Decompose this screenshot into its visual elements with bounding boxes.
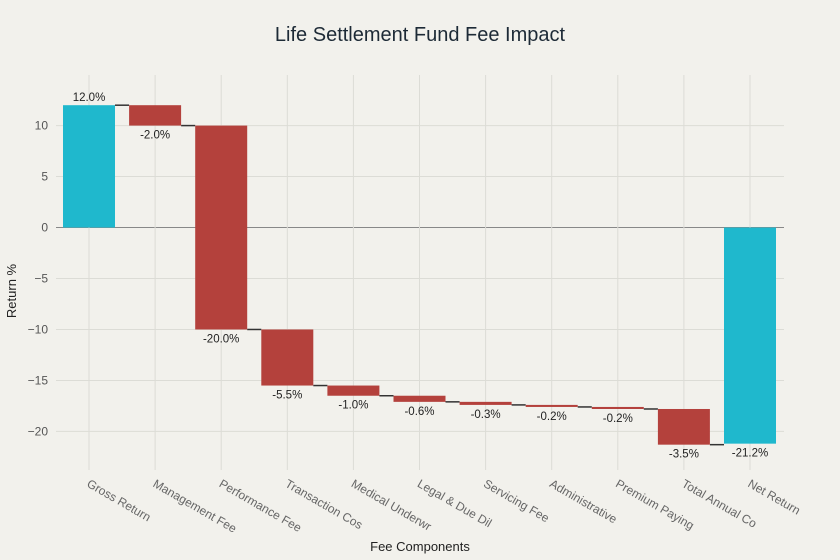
y-tick-label: 5 [41, 170, 48, 184]
data-label: -5.5% [272, 390, 302, 402]
data-label: -21.2% [732, 448, 768, 460]
bar [724, 227, 776, 444]
data-label: -0.3% [471, 409, 501, 421]
y-tick-label: 0 [41, 221, 48, 235]
data-label: -1.0% [338, 400, 368, 412]
chart-title: Life Settlement Fund Fee Impact [275, 24, 566, 46]
y-tick-label: −15 [28, 373, 49, 387]
x-axis-label: Fee Components [370, 539, 470, 554]
data-label: -0.6% [404, 406, 434, 418]
y-tick-label: −5 [34, 272, 48, 286]
y-axis-ticks: −20 −15 −10 −5 0 5 10 [28, 119, 49, 439]
data-label: -3.5% [669, 449, 699, 461]
bar [393, 395, 446, 402]
connectors [115, 104, 724, 446]
x-tick-label: Gross Return [85, 476, 154, 524]
data-label: 12.0% [73, 92, 106, 104]
data-label: -0.2% [603, 413, 633, 425]
bar [195, 125, 248, 330]
data-labels: 12.0% -2.0% -20.0% -5.5% -1.0% -0.6% -0.3% -0.2… [73, 92, 769, 460]
bar [63, 105, 115, 228]
x-tick-label: Net Return [746, 476, 803, 517]
y-tick-label: 10 [35, 119, 49, 133]
bar [591, 406, 644, 409]
y-tick-label: −10 [28, 322, 49, 336]
bar [129, 105, 182, 126]
bar [261, 329, 314, 386]
bar [327, 385, 380, 396]
y-tick-label: −20 [28, 424, 49, 438]
bar [459, 401, 512, 405]
bar [525, 404, 578, 407]
data-label: -2.0% [140, 130, 170, 142]
bar [657, 408, 710, 445]
x-tick-label: Administrative [547, 476, 620, 526]
y-axis-label: Return % [4, 263, 19, 318]
data-label: -20.0% [203, 333, 239, 345]
bars [63, 105, 776, 445]
data-label: -0.2% [537, 411, 567, 423]
